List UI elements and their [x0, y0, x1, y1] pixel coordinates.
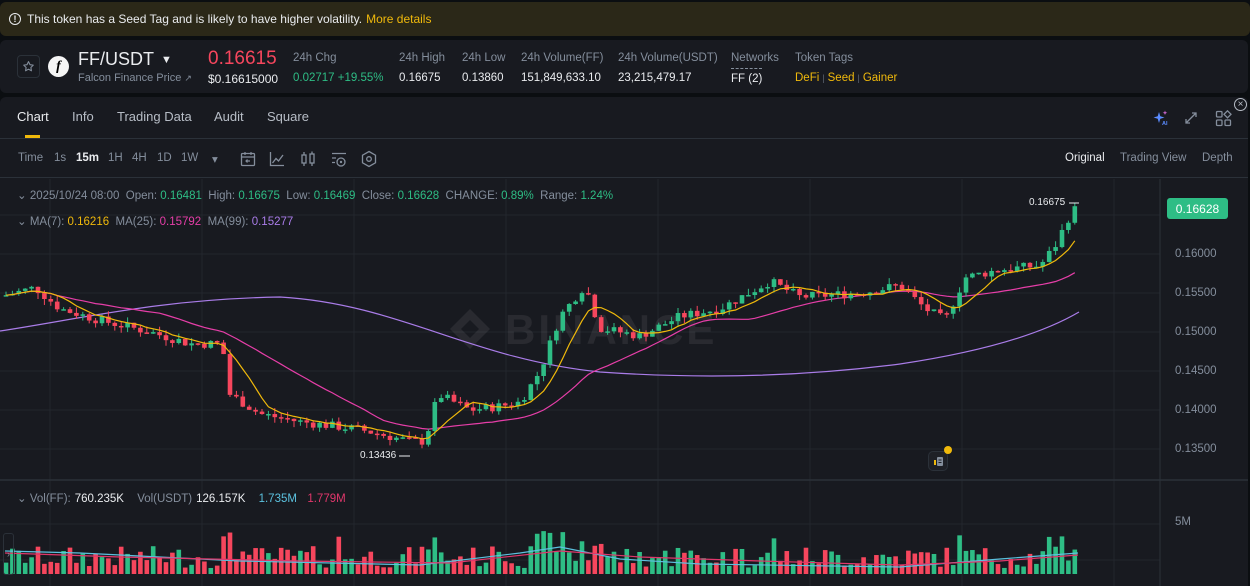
pair-name: FF/USDT — [78, 49, 154, 69]
ma99-line — [0, 296, 1080, 377]
candlestick-chart[interactable]: BINANCE — [0, 179, 1250, 586]
volume-bars — [3, 531, 1079, 574]
stat-24h-low: 24h Low 0.13860 — [462, 52, 506, 84]
floating-news-button[interactable] — [928, 451, 948, 471]
tab-audit[interactable]: Audit — [214, 109, 244, 124]
tab-chart[interactable]: Chart — [17, 109, 49, 124]
widgets-icon — [1215, 109, 1232, 126]
ohlc-legend: ⌄ 2025/10/24 08:00 Open: 0.16481 High: 0… — [17, 190, 614, 202]
close-icon[interactable]: × — [1234, 98, 1247, 111]
panel-tabs: Chart Info Trading Data Audit Square AI — [0, 97, 1248, 139]
widgets-button[interactable] — [1214, 109, 1232, 127]
hexagon-settings-icon[interactable] — [360, 150, 378, 168]
banner-message: This token has a Seed Tag and is likely … — [27, 12, 363, 26]
chart-panel: Chart Info Trading Data Audit Square AI … — [0, 97, 1248, 586]
favorite-button[interactable] — [17, 55, 40, 78]
collapse-chevron-icon[interactable]: ⌄ — [17, 190, 27, 202]
ticker-header: f FF/USDT ▼ Falcon Finance Price ↗ 0.166… — [0, 40, 1248, 93]
volume-legend: ⌄ Vol(FF): 760.235K Vol(USDT) 126.157K 1.7… — [17, 493, 346, 505]
fullscreen-button[interactable] — [1182, 109, 1200, 127]
tab-info[interactable]: Info — [72, 109, 94, 124]
chart-settings-icon[interactable] — [330, 150, 348, 168]
chart-toolbar: Time 1s 15m 1H 4H 1D 1W ▾ Original Tradi… — [0, 140, 1248, 178]
expand-icon — [1185, 112, 1197, 124]
interval-1h[interactable]: 1H — [108, 152, 123, 164]
view-depth[interactable]: Depth — [1202, 152, 1233, 164]
calendar-icon[interactable] — [239, 150, 257, 168]
star-icon — [23, 61, 34, 72]
tag-gainer[interactable]: Gainer — [862, 72, 898, 84]
price-axis-label: 0.13500 — [1175, 443, 1217, 455]
current-price-tag: 0.16628 — [1167, 198, 1228, 219]
view-trading-view[interactable]: Trading View — [1120, 152, 1187, 164]
low-price-marker: 0.13436 — [360, 450, 397, 461]
stat-24h-high: 24h High 0.16675 — [399, 52, 446, 84]
ai-sparkle-button[interactable]: AI — [1152, 109, 1170, 127]
price-axis-label: 0.14500 — [1175, 365, 1217, 377]
news-icon — [934, 457, 943, 466]
collapse-chevron-icon[interactable]: ⌄ — [17, 493, 27, 505]
notification-dot — [944, 446, 952, 454]
price-usd: $0.16615000 — [208, 72, 279, 86]
tab-trading-data[interactable]: Trading Data — [117, 109, 192, 124]
time-label: Time — [18, 152, 44, 164]
more-details-link[interactable]: More details — [366, 12, 432, 26]
ma-legend: ⌄ MA(7): 0.16216 MA(25): 0.15792 MA(99):… — [17, 216, 294, 228]
falcon-finance-logo: f — [48, 56, 69, 77]
tag-seed[interactable]: Seed — [827, 72, 855, 84]
view-original[interactable]: Original — [1065, 152, 1105, 164]
last-price: 0.16615 — [208, 48, 277, 69]
ai-sparkle-icon: AI — [1153, 110, 1168, 127]
info-icon: ! — [9, 13, 21, 25]
stat-24h-volume-ff: 24h Volume(FF) 151,849,633.10 — [521, 52, 604, 84]
price-axis-label: 0.15500 — [1175, 287, 1217, 299]
candle-type-icon[interactable] — [299, 150, 317, 168]
interval-1s[interactable]: 1s — [54, 152, 67, 164]
active-tab-indicator — [25, 135, 40, 138]
expand-sidebar-handle[interactable]: › — [3, 533, 14, 575]
price-axis-label: 0.14000 — [1175, 404, 1217, 416]
stat-24h-change: 24h Chg 0.02717 +19.55% — [293, 52, 384, 84]
seed-tag-warning-banner: ! This token has a Seed Tag and is likel… — [0, 2, 1250, 36]
pair-selector[interactable]: FF/USDT ▼ — [78, 49, 172, 70]
stat-24h-volume-usdt: 24h Volume(USDT) 23,215,479.17 — [618, 52, 718, 84]
interval-15m[interactable]: 15m — [76, 152, 100, 164]
collapse-chevron-icon[interactable]: ⌄ — [17, 216, 27, 228]
ma25-line — [5, 272, 1076, 430]
more-intervals-dropdown[interactable]: ▾ — [212, 154, 218, 166]
svg-text:AI: AI — [1162, 121, 1168, 127]
interval-1d[interactable]: 1D — [157, 152, 172, 164]
tab-square[interactable]: Square — [267, 109, 309, 124]
tag-defi[interactable]: DeFi — [795, 72, 820, 84]
token-price-link[interactable]: Falcon Finance Price ↗ — [78, 72, 192, 84]
stat-networks[interactable]: Networks FF (2) — [731, 52, 779, 85]
volume-axis-label: 5M — [1175, 516, 1191, 528]
external-link-icon: ↗ — [184, 73, 192, 83]
chart-grid — [0, 179, 1160, 586]
chevron-down-icon: ▼ — [161, 53, 172, 66]
high-price-marker: 0.16675 — [1029, 197, 1066, 208]
interval-4h[interactable]: 4H — [132, 152, 147, 164]
ma7-line — [5, 240, 1076, 440]
stat-token-tags: Token Tags DeFi | Seed | Gainer — [795, 52, 898, 84]
price-axis-label: 0.15000 — [1175, 326, 1217, 338]
interval-1w[interactable]: 1W — [181, 152, 199, 164]
indicator-icon[interactable] — [268, 150, 286, 168]
price-axis-label: 0.16000 — [1175, 248, 1217, 260]
